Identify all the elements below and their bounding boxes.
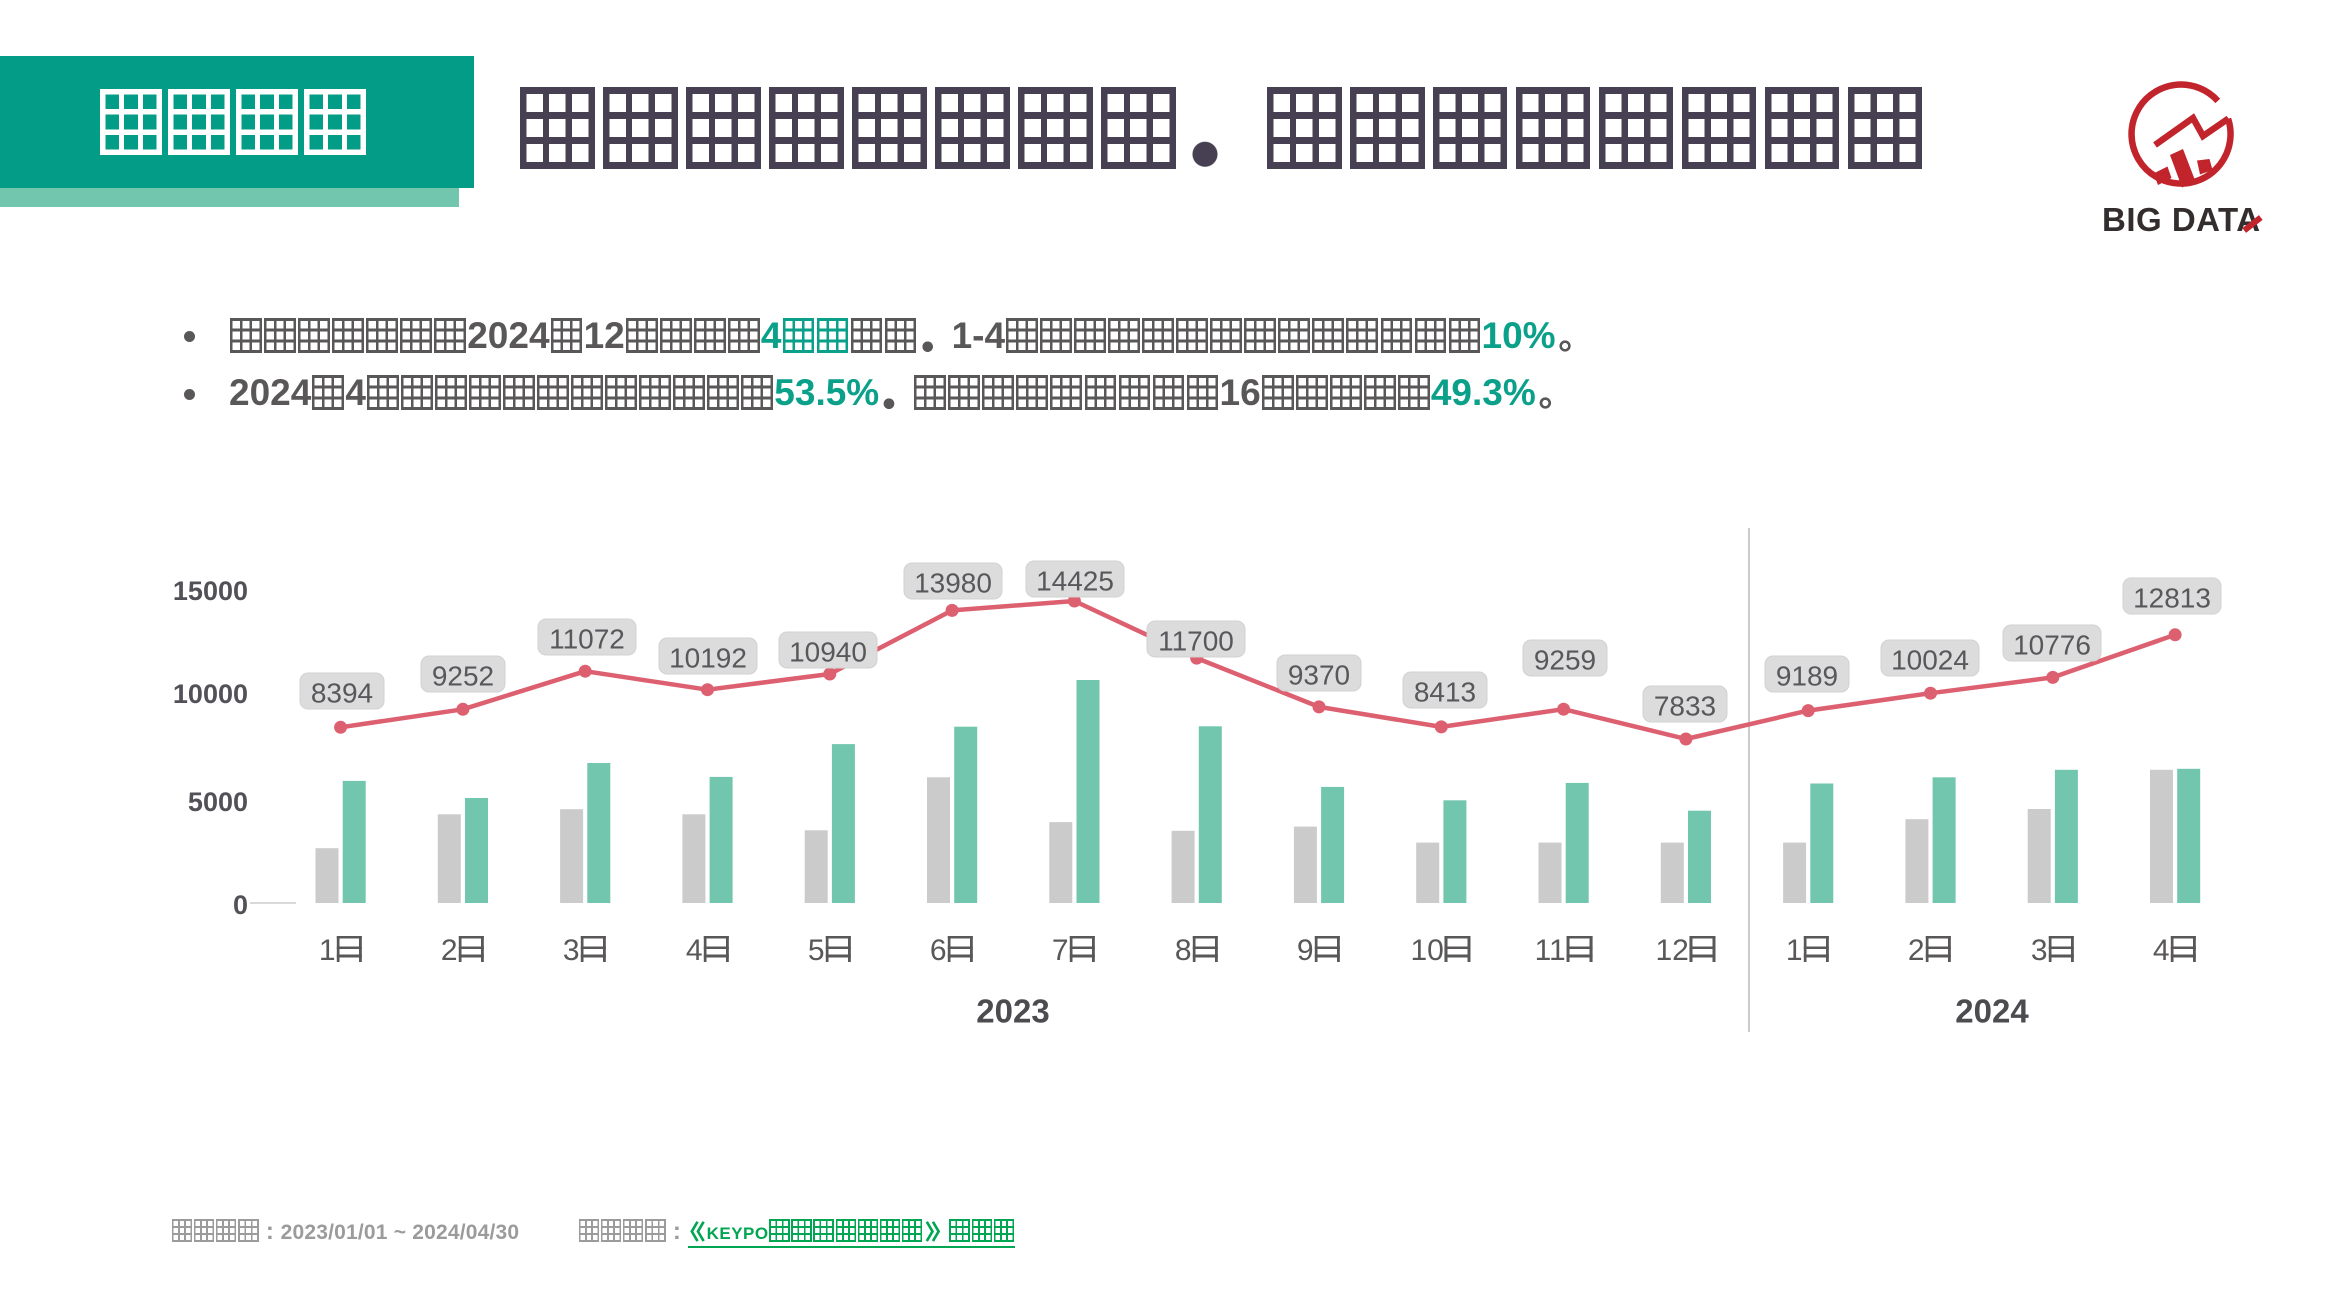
svg-text:15000: 15000 xyxy=(173,576,248,606)
svg-text:9259: 9259 xyxy=(1534,645,1596,676)
svg-text:10776: 10776 xyxy=(2013,630,2091,661)
svg-text:10192: 10192 xyxy=(669,643,747,674)
svg-text:11072: 11072 xyxy=(549,624,625,655)
svg-text:14425: 14425 xyxy=(1036,566,1114,597)
svg-text:10000: 10000 xyxy=(173,679,248,709)
svg-text:0: 0 xyxy=(233,890,248,920)
svg-text:10940: 10940 xyxy=(789,637,867,668)
svg-text:9370: 9370 xyxy=(1288,660,1350,691)
svg-text:5000: 5000 xyxy=(188,787,248,817)
svg-text:2023: 2023 xyxy=(976,993,1049,1030)
svg-text:12813: 12813 xyxy=(2133,583,2211,614)
svg-text:9252: 9252 xyxy=(432,661,494,692)
svg-text:7833: 7833 xyxy=(1654,691,1716,722)
svg-text:2024: 2024 xyxy=(1955,993,2029,1030)
svg-text:8413: 8413 xyxy=(1414,677,1476,708)
svg-text:11700: 11700 xyxy=(1158,626,1234,657)
svg-text:10024: 10024 xyxy=(1891,645,1969,676)
svg-text:9189: 9189 xyxy=(1776,661,1838,692)
svg-text:8394: 8394 xyxy=(311,678,373,709)
svg-text:13980: 13980 xyxy=(914,568,992,599)
